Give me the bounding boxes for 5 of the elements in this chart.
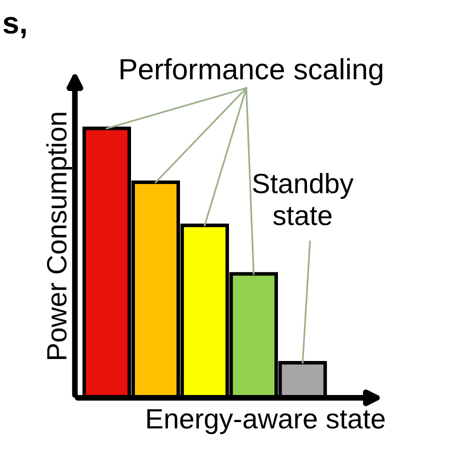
annotation: Standby state [252,172,354,226]
text: Performance scaling [120,58,382,86]
text: s, [3,16,26,38]
x-axis-title: Energy-aware state [147,409,385,434]
y-axis-title: Power Consumption [46,112,72,359]
